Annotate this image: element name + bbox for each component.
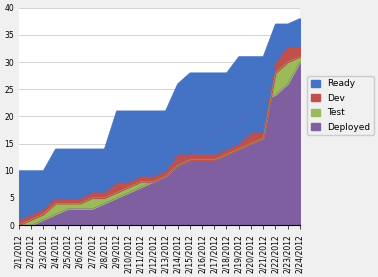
Legend: Ready, Dev, Test, Deployed: Ready, Dev, Test, Deployed	[307, 76, 374, 135]
